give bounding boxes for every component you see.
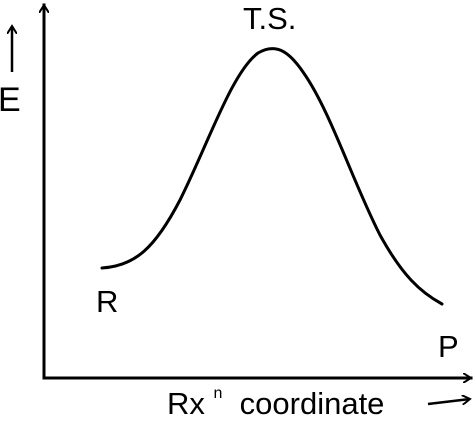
start-label: R	[96, 284, 118, 319]
x-axis-label: Rx n coordinate	[167, 370, 384, 421]
x-axis-label-superscript: n	[214, 385, 223, 402]
energy-curve	[100, 47, 444, 306]
x-axis-label-main: Rx	[167, 386, 205, 421]
y-axis-label: E	[0, 81, 21, 119]
peak-label: T.S.	[243, 1, 296, 36]
end-label: P	[438, 329, 459, 364]
x-axis-label-rest: coordinate	[231, 386, 384, 421]
x-label-arrow-icon	[427, 399, 470, 406]
